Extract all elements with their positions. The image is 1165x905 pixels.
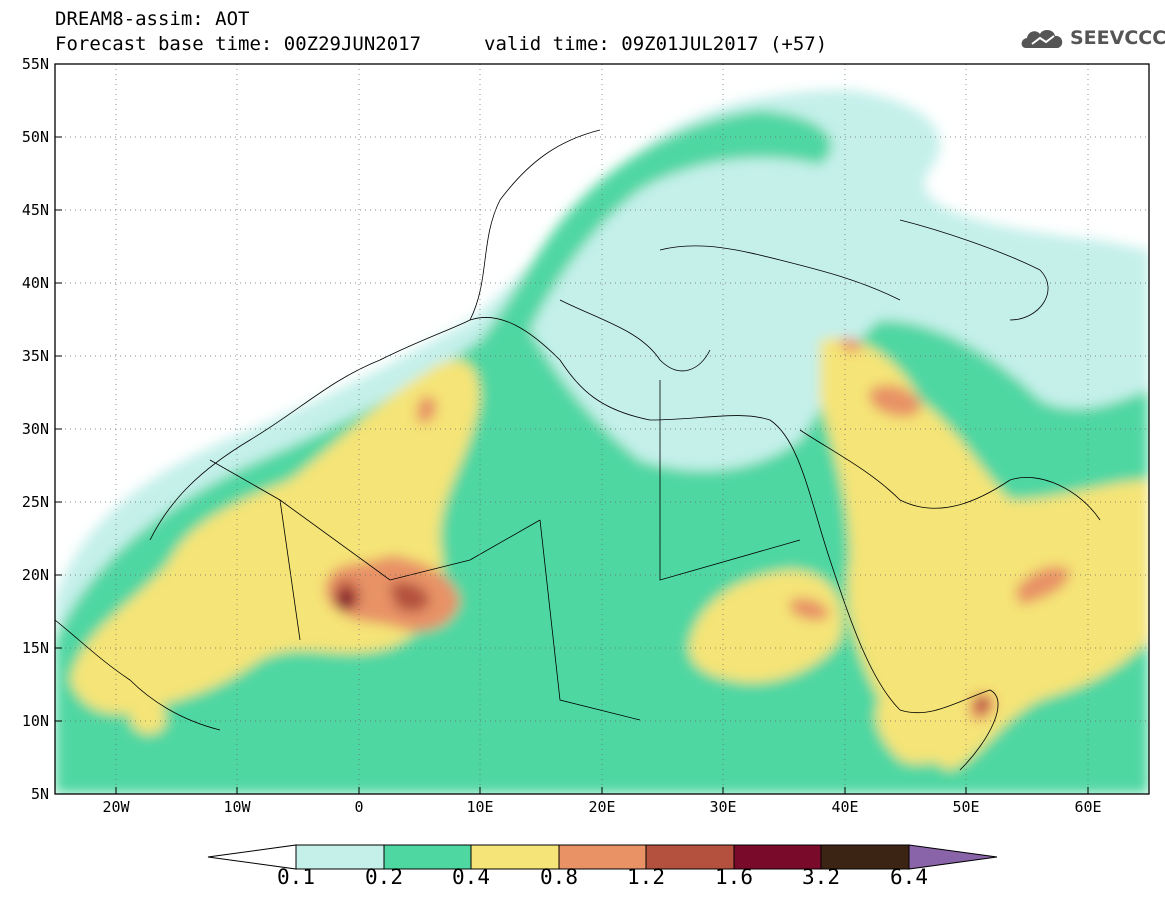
legend-labels: 0.1 0.2 0.4 0.8 1.2 1.6 3.2 6.4 xyxy=(0,865,1165,895)
lat-label: 30N xyxy=(22,420,49,438)
lon-labels: 20W 10W 0 10E 20E 30E 40E 50E 60E xyxy=(102,798,1101,816)
lon-label: 40E xyxy=(831,798,858,816)
lat-label: 25N xyxy=(22,493,49,511)
ticks xyxy=(55,63,1089,795)
aot-field xyxy=(55,64,1149,794)
lat-label: 35N xyxy=(22,347,49,365)
lat-label: 55N xyxy=(22,55,49,73)
legend-label: 0.2 xyxy=(365,865,403,889)
lat-label: 45N xyxy=(22,201,49,219)
lat-label: 15N xyxy=(22,639,49,657)
legend-label: 1.2 xyxy=(627,865,665,889)
lat-label: 20N xyxy=(22,566,49,584)
lon-label: 0 xyxy=(354,798,363,816)
colorbar-segment xyxy=(645,844,735,870)
lat-label: 50N xyxy=(22,128,49,146)
lat-label: 40N xyxy=(22,274,49,292)
map-title: DREAM8-assim: AOT xyxy=(55,8,250,30)
colorbar-segment xyxy=(558,844,647,870)
lat-label: 10N xyxy=(22,712,49,730)
lon-label: 20E xyxy=(588,798,615,816)
lon-label: 20W xyxy=(102,798,130,816)
legend-label: 0.8 xyxy=(540,865,578,889)
lon-label: 30E xyxy=(709,798,736,816)
colorbar-segment xyxy=(908,844,998,870)
logo-text: SEEVCCC xyxy=(1070,27,1165,49)
seevccc-logo: SEEVCCC xyxy=(1018,24,1165,54)
legend-label: 0.1 xyxy=(277,865,315,889)
coastlines xyxy=(55,129,1101,771)
colorbar-segment xyxy=(470,844,560,870)
lon-label: 10W xyxy=(223,798,251,816)
legend-label: 1.6 xyxy=(715,865,753,889)
colorbar-segment xyxy=(733,844,822,870)
lat-labels: 55N 50N 45N 40N 35N 30N 25N 20N 15N 10N … xyxy=(22,55,49,803)
lon-label: 10E xyxy=(466,798,493,816)
colorbar-segment xyxy=(820,844,910,870)
grid xyxy=(55,64,1149,794)
forecast-base-time: Forecast base time: 00Z29JUN2017 xyxy=(55,33,422,55)
valid-time: valid time: 09Z01JUL2017 (+57) xyxy=(484,33,828,55)
lon-label: 50E xyxy=(952,798,979,816)
legend-label: 6.4 xyxy=(890,865,928,889)
legend-label: 3.2 xyxy=(802,865,840,889)
legend-label: 0.4 xyxy=(452,865,490,889)
lon-label: 60E xyxy=(1074,798,1101,816)
cloud-icon xyxy=(1021,30,1063,48)
lat-label: 5N xyxy=(31,785,49,803)
colorbar xyxy=(207,844,998,870)
